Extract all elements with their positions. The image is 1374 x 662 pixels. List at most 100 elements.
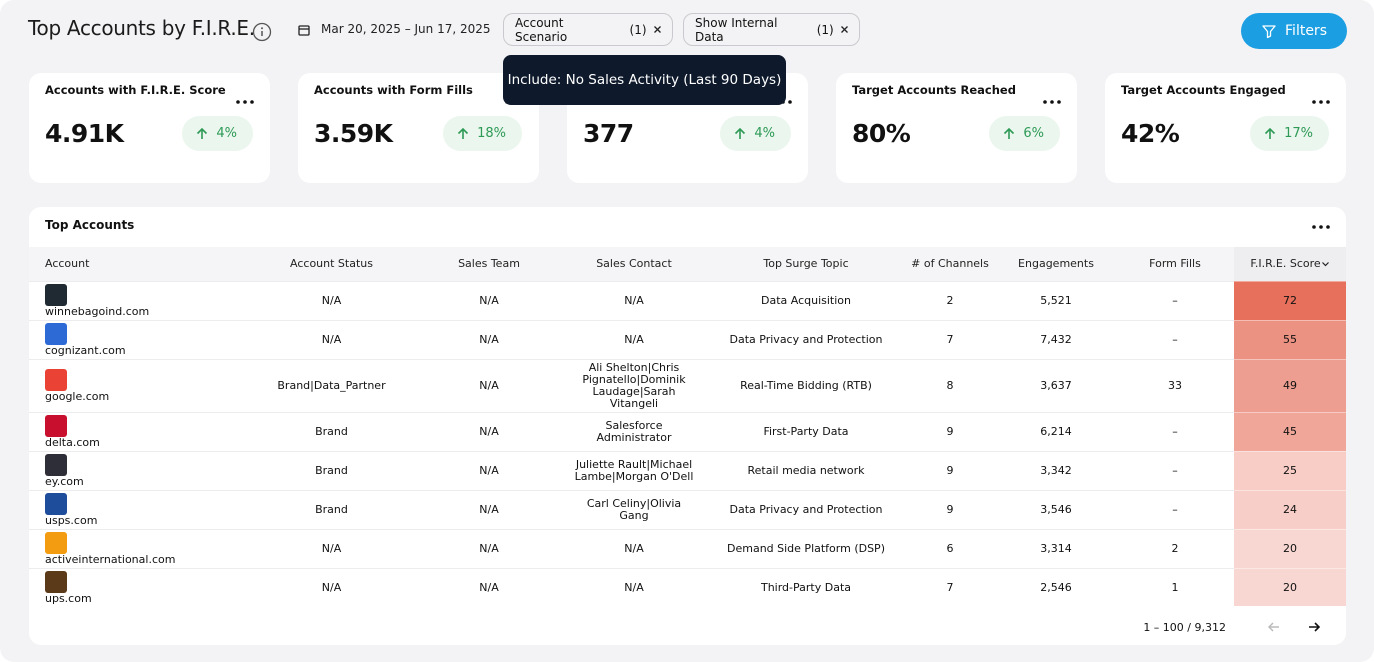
account-logo <box>45 492 67 515</box>
column-header[interactable]: Account Status <box>245 247 418 281</box>
table-cell: Data Privacy and Protection <box>708 489 904 529</box>
chip-close[interactable] <box>653 25 661 34</box>
account-name: usps.com <box>45 513 98 527</box>
table-cell: – <box>1116 450 1234 490</box>
table-cell: 49 <box>1234 358 1346 412</box>
chip-close[interactable] <box>840 25 848 34</box>
account: ups.com <box>45 570 233 605</box>
table-cell: 3,314 <box>996 528 1116 568</box>
account-cell: cognizant.com <box>29 319 245 359</box>
account-cell: usps.com <box>29 489 245 529</box>
filter-chip[interactable]: Account Scenario (1) <box>503 13 673 46</box>
table-cell: 2,546 <box>996 567 1116 606</box>
next-page[interactable] <box>1307 620 1321 634</box>
table-row[interactable]: usps.com Brand N/A Carl Celiny|Olivia Gang D… <box>29 489 1346 529</box>
fire-score: 20 <box>1283 580 1297 594</box>
table-cell: 7 <box>904 319 996 359</box>
cell-text: 3,546 <box>1040 502 1072 516</box>
cell-text: N/A <box>479 502 499 516</box>
table-cell: 9 <box>904 411 996 451</box>
account: usps.com <box>45 492 233 527</box>
kpi-value: 80% <box>852 119 911 148</box>
column-header[interactable]: Form Fills <box>1116 247 1234 281</box>
cell-text: 5,521 <box>1040 293 1072 307</box>
account-logo <box>45 283 67 306</box>
filter-chip[interactable]: Show Internal Data (1) <box>683 13 860 46</box>
table-cell: Ali Shelton|Chris Pignatello|Dominik Lau… <box>560 358 708 412</box>
column-header[interactable]: F.I.R.E. Score <box>1234 247 1346 281</box>
table-cell: 25 <box>1234 450 1346 490</box>
prev-page[interactable] <box>1267 620 1281 634</box>
table-row[interactable]: activeinternational.com N/A N/A N/A Demand S… <box>29 528 1346 568</box>
page-title: Top Accounts by F.I.R.E. <box>28 16 255 40</box>
table-cell: Brand <box>245 450 418 490</box>
cell-text: N/A <box>321 293 342 307</box>
dots <box>1043 100 1061 104</box>
account: winnebagoind.com <box>45 283 233 318</box>
table-cell: 33 <box>1116 358 1234 412</box>
account: google.com <box>45 368 233 403</box>
kpi-change-value: 18% <box>477 126 506 141</box>
table-cell: 6 <box>904 528 996 568</box>
filters-button[interactable]: Filters <box>1241 13 1347 49</box>
info-icon[interactable] <box>252 22 272 42</box>
cell-text: Brand|Data_Partner <box>277 378 386 392</box>
table-cell: N/A <box>418 489 560 529</box>
more-menu[interactable] <box>236 89 254 108</box>
table-cell: N/A <box>245 280 418 320</box>
account-name: winnebagoind.com <box>45 304 150 318</box>
column-header[interactable]: Account <box>29 247 245 281</box>
table-row[interactable]: delta.com Brand N/A Salesforce Administrato… <box>29 411 1346 451</box>
header-row: Account Account Status Sales Team Sales Con… <box>29 247 1346 281</box>
table-cell: 2 <box>904 280 996 320</box>
sort-icon[interactable] <box>1321 261 1330 267</box>
kpi-title: Target Accounts Engaged <box>1121 83 1286 97</box>
cell-text: N/A <box>321 332 342 346</box>
column-header[interactable]: Sales Contact <box>560 247 708 281</box>
table-cell: – <box>1116 280 1234 320</box>
column-header[interactable]: Top Surge Topic <box>708 247 904 281</box>
account-cell: google.com <box>29 358 245 412</box>
kpi-change-value: 6% <box>1023 126 1044 141</box>
table-row[interactable]: cognizant.com N/A N/A N/A Data Privacy and P… <box>29 319 1346 359</box>
column-header[interactable]: Sales Team <box>418 247 560 281</box>
kpi-value: 3.59K <box>314 119 393 148</box>
cell-text: N/A <box>479 580 499 594</box>
account-name: ey.com <box>45 474 84 488</box>
account: cognizant.com <box>45 322 233 357</box>
table-cell: N/A <box>418 528 560 568</box>
cell-text: Retail media network <box>747 463 865 477</box>
more-menu[interactable] <box>1312 89 1330 108</box>
cell-text: 9 <box>946 424 954 438</box>
table-cell: Brand|Data_Partner <box>245 358 418 412</box>
more-menu[interactable] <box>1312 225 1330 229</box>
dots <box>236 100 254 104</box>
account-logo <box>45 322 67 345</box>
date-range[interactable]: Mar 20, 2025 – Jun 17, 2025 <box>321 22 491 36</box>
more-menu[interactable] <box>1043 89 1061 108</box>
column-header[interactable]: # of Channels <box>904 247 996 281</box>
table-cell: N/A <box>245 528 418 568</box>
table-cell: Data Acquisition <box>708 280 904 320</box>
table-cell: 9 <box>904 450 996 490</box>
table-row[interactable]: winnebagoind.com N/A N/A N/A Data Acquisitio… <box>29 280 1346 320</box>
account-logo <box>45 531 67 554</box>
up-arrow <box>1265 127 1276 139</box>
column-label: Sales Team <box>458 257 520 271</box>
kpi-change: 18% <box>443 116 522 151</box>
account-cell: activeinternational.com <box>29 528 245 568</box>
kpi-title: Accounts with F.I.R.E. Score <box>45 83 226 97</box>
cell-text: – <box>1172 293 1178 307</box>
table-row[interactable]: google.com Brand|Data_Partner N/A Ali Shelt… <box>29 358 1346 412</box>
table-cell: Carl Celiny|Olivia Gang <box>560 489 708 529</box>
table-cell: 24 <box>1234 489 1346 529</box>
account: ey.com <box>45 453 233 488</box>
table-cell: 55 <box>1234 319 1346 359</box>
cell-text: Carl Celiny|Olivia Gang <box>586 496 682 522</box>
column-header[interactable]: Engagements <box>996 247 1116 281</box>
dots <box>1312 100 1330 104</box>
chip-label: Show Internal Data <box>695 15 778 44</box>
table-row[interactable]: ey.com Brand N/A Juliette Rault|Michael Lam… <box>29 450 1346 490</box>
table-row[interactable]: ups.com N/A N/A N/A Third-Party Data 7 2,546 1 2… <box>29 567 1346 606</box>
cell-text: 3,314 <box>1040 541 1072 555</box>
